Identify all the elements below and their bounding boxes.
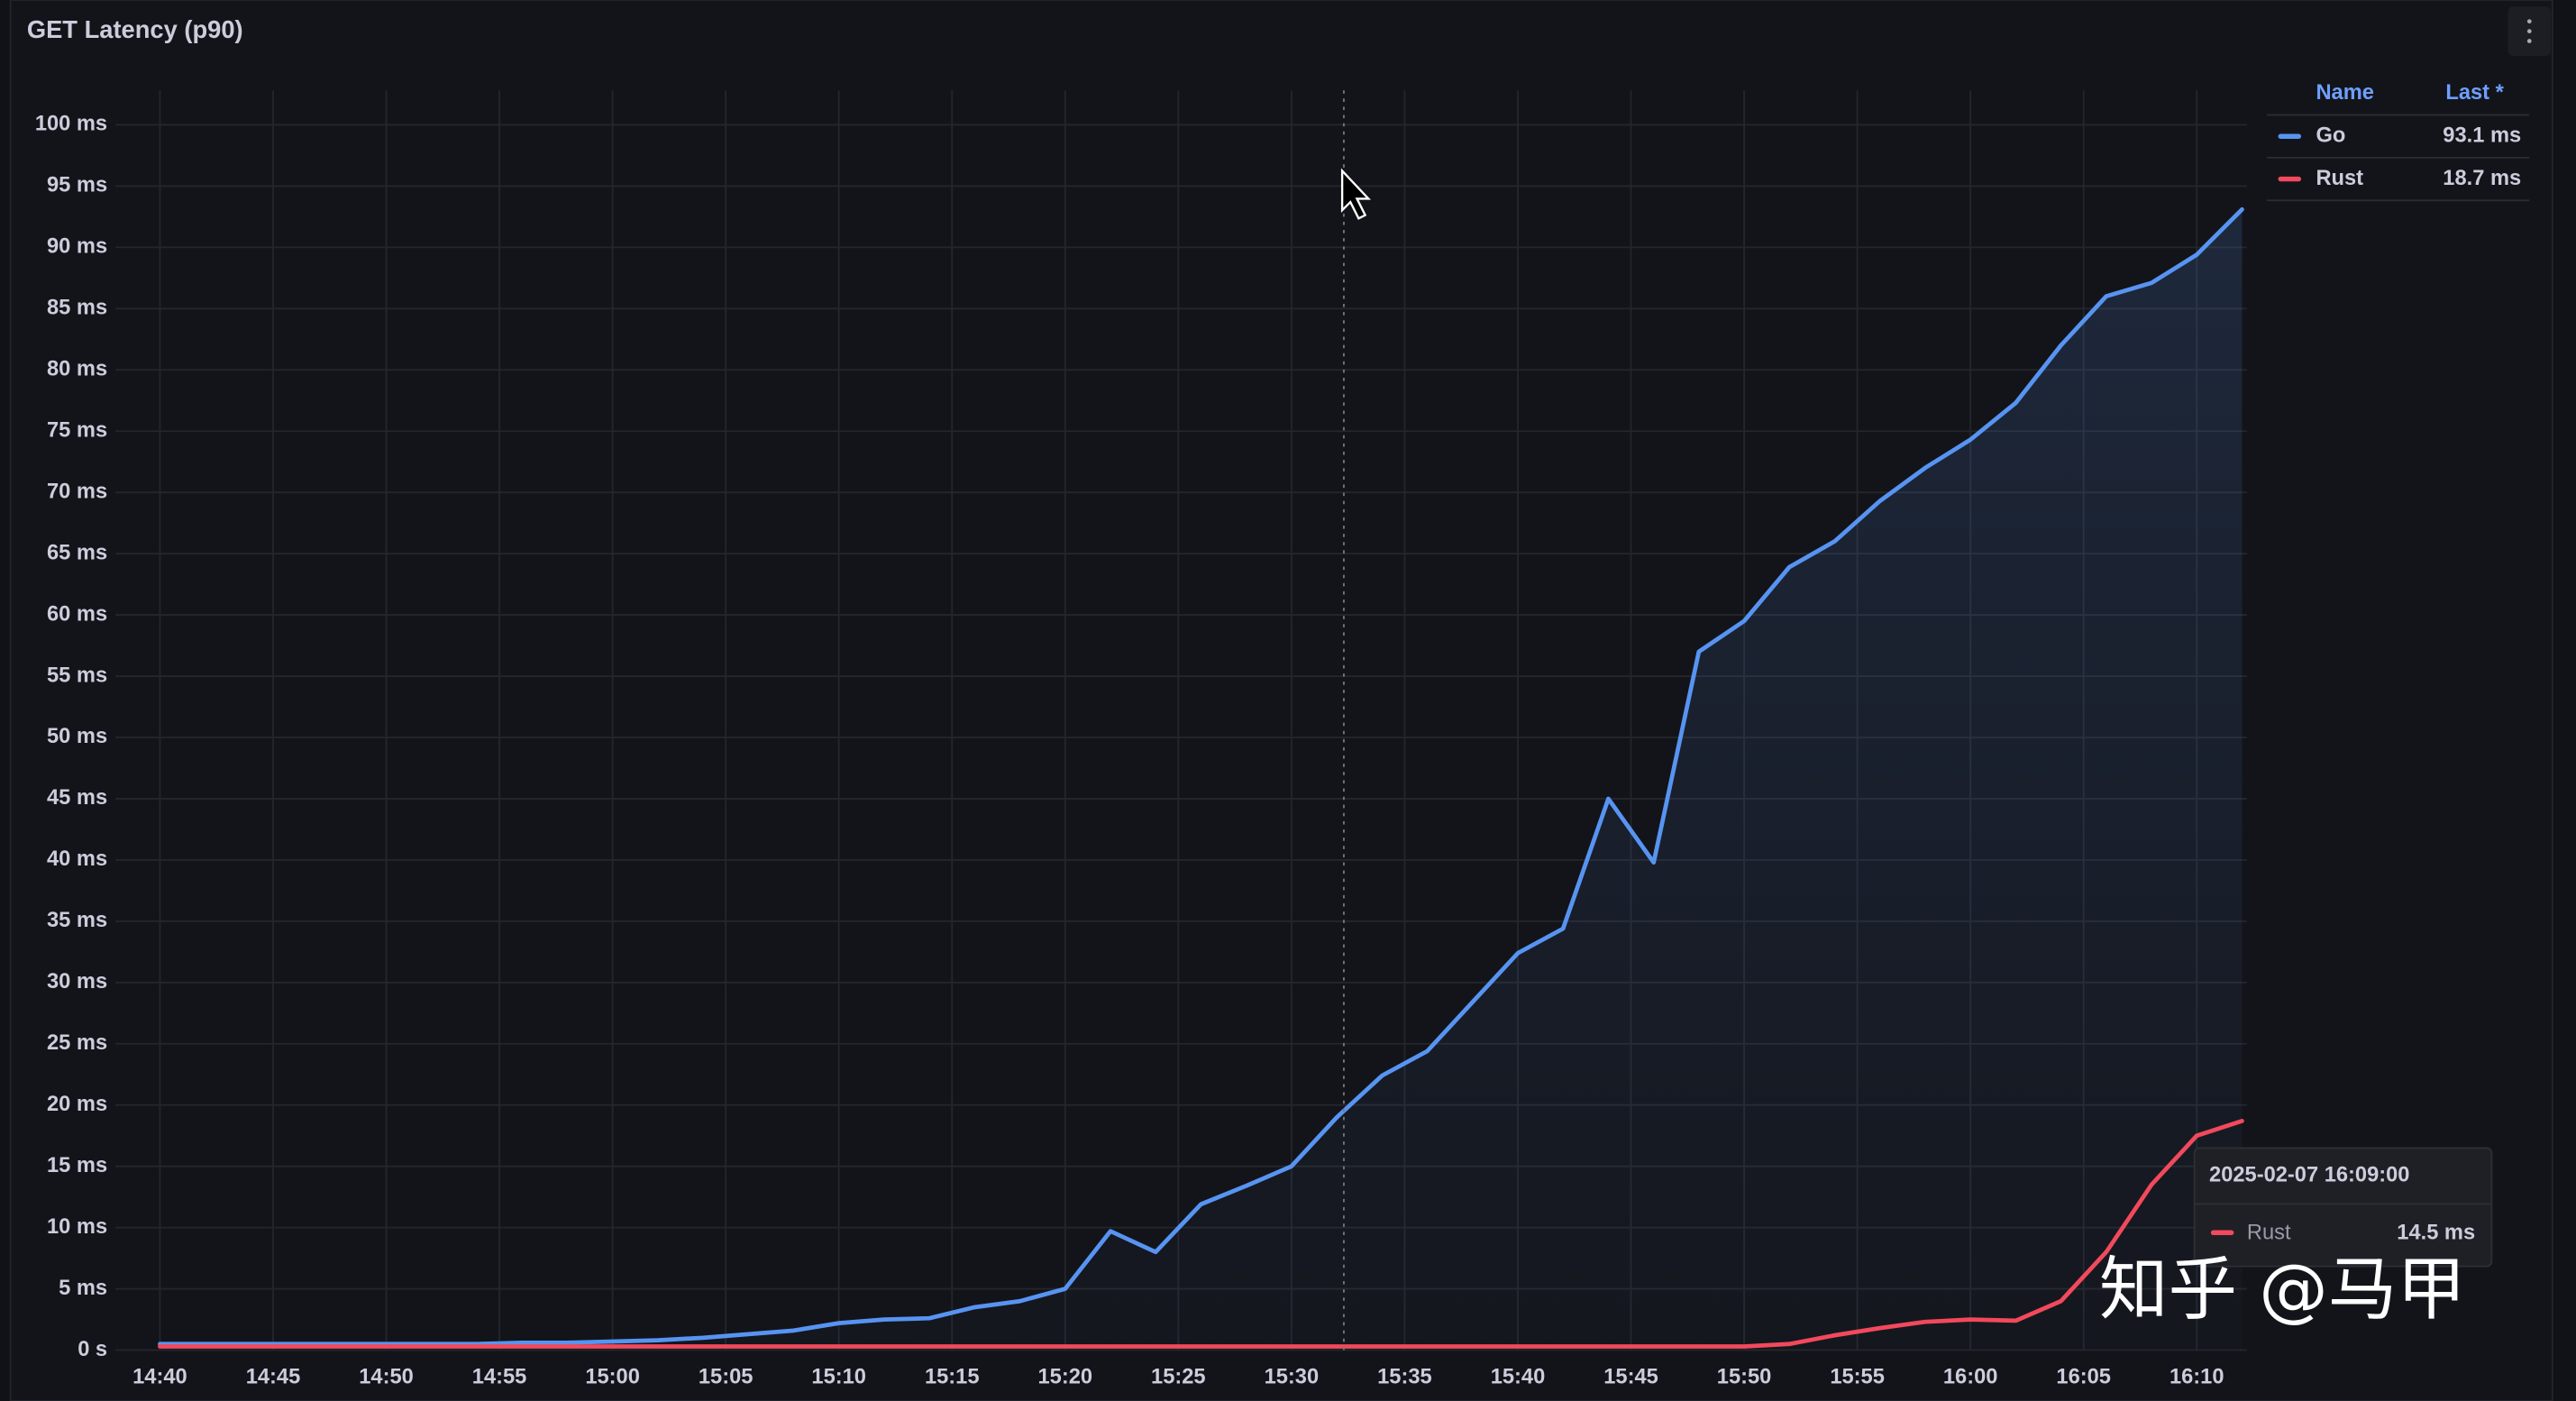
x-tick-label: 14:40 (132, 1366, 187, 1389)
legend-value: 93.1 ms (2443, 124, 2521, 147)
y-tick-label: 5 ms (59, 1277, 107, 1300)
legend-value: 18.7 ms (2443, 167, 2521, 190)
y-tick-label: 40 ms (47, 847, 107, 871)
x-tick-label: 14:55 (472, 1366, 527, 1389)
plot-area (158, 206, 2244, 1351)
y-tick-label: 75 ms (47, 418, 107, 442)
y-tick-label: 15 ms (47, 1154, 107, 1177)
tooltip-swatch (2210, 1230, 2234, 1235)
legend: Name Last * Go 93.1 ms Rust 18.7 ms (2266, 81, 2530, 202)
menu-dot (2526, 29, 2532, 33)
y-tick-label: 50 ms (47, 725, 107, 748)
mouse-cursor (1340, 168, 1372, 220)
tooltip-series: Rust (2247, 1221, 2291, 1244)
y-tick-label: 95 ms (47, 174, 107, 197)
y-tick-label: 90 ms (47, 235, 107, 259)
x-tick-label: 15:05 (699, 1366, 754, 1389)
y-tick-label: 0 s (78, 1338, 107, 1361)
x-tick-label: 15:30 (1265, 1366, 1320, 1389)
tooltip-value: 14.5 ms (2397, 1221, 2475, 1244)
watermark: 知乎 @马甲 (2099, 1250, 2466, 1331)
menu-dot (2526, 19, 2532, 24)
legend-swatch (2278, 176, 2302, 182)
y-tick-label: 85 ms (47, 297, 107, 320)
x-tick-label: 15:15 (925, 1366, 980, 1389)
area (160, 209, 2243, 1351)
tooltip-box (2193, 1147, 2493, 1268)
tooltip: 2025-02-07 16:09:00 Rust 14.5 ms (2193, 1147, 2493, 1268)
x-tick-label: 15:35 (1377, 1366, 1432, 1389)
x-tick-label: 14:50 (359, 1366, 414, 1389)
x-tick-label: 16:00 (1943, 1366, 1998, 1389)
menu-dot (2526, 39, 2532, 43)
x-tick-label: 15:40 (1491, 1366, 1546, 1389)
x-tick-label: 15:55 (1830, 1366, 1885, 1389)
y-tick-label: 45 ms (47, 786, 107, 810)
y-tick-label: 10 ms (47, 1215, 107, 1239)
legend-header[interactable]: Name (2316, 81, 2373, 105)
y-tick-label: 30 ms (47, 970, 107, 994)
y-tick-label: 70 ms (47, 480, 107, 503)
legend-header[interactable]: Last * (2445, 81, 2504, 105)
legend-label: Rust (2316, 167, 2363, 190)
y-tick-label: 25 ms (47, 1031, 107, 1055)
y-tick-label: 20 ms (47, 1093, 107, 1116)
y-tick-label: 35 ms (47, 909, 107, 932)
x-tick-label: 15:50 (1717, 1366, 1772, 1389)
panel-title: GET Latency (p90) (27, 15, 243, 43)
legend-label: Go (2316, 124, 2345, 147)
tooltip-time: 2025-02-07 16:09:00 (2209, 1164, 2409, 1187)
y-tick-label: 60 ms (47, 602, 107, 626)
x-tick-label: 16:10 (2170, 1366, 2224, 1389)
legend-swatch (2278, 133, 2302, 139)
panel-menu[interactable] (2507, 6, 2551, 56)
x-tick-label: 16:05 (2056, 1366, 2111, 1389)
line (158, 1119, 2244, 1349)
y-tick-label: 55 ms (47, 664, 107, 687)
y-tick-label: 100 ms (35, 113, 107, 136)
x-tick-label: 15:20 (1038, 1366, 1093, 1389)
x-tick-label: 14:45 (246, 1366, 301, 1389)
y-tick-label: 80 ms (47, 358, 107, 381)
x-tick-label: 15:00 (585, 1366, 640, 1389)
x-tick-label: 15:45 (1603, 1366, 1658, 1389)
y-tick-label: 65 ms (47, 541, 107, 564)
x-tick-label: 15:25 (1151, 1366, 1206, 1389)
line (158, 206, 2244, 1347)
x-tick-label: 15:10 (811, 1366, 866, 1389)
